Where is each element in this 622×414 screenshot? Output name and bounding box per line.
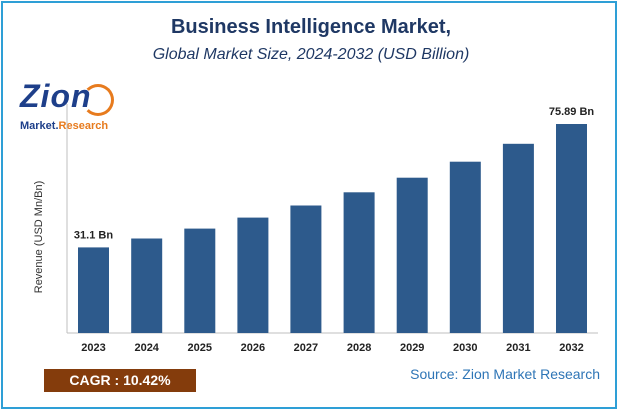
x-tick-label-2027: 2027 xyxy=(294,342,318,354)
bar-2031 xyxy=(502,143,534,333)
logo-tagline-part1: Market. xyxy=(20,120,59,132)
logo-tagline-part2: Research xyxy=(58,120,109,132)
x-tick-labels: 2023 2024 2025 2026 2027 2028 2029 2030 2031 2032 xyxy=(81,342,583,354)
data-labels: 31.1 Bn 75.89 Bn xyxy=(74,106,594,241)
data-label-2023: 31.1 Bn xyxy=(74,229,113,241)
bar-2030 xyxy=(449,161,481,333)
x-tick-label-2032: 2032 xyxy=(559,342,583,354)
bar-2026 xyxy=(237,217,269,333)
zion-logo: Zion Market.Research xyxy=(18,78,122,140)
x-tick-label-2024: 2024 xyxy=(134,342,159,354)
x-tick-label-2031: 2031 xyxy=(506,342,530,354)
logo-wordmark: Zion xyxy=(20,78,92,114)
bar-2025 xyxy=(184,228,216,333)
cagr-badge: CAGR : 10.42% xyxy=(44,369,196,392)
data-label-2032: 75.89 Bn xyxy=(549,106,595,118)
logo-ring-icon xyxy=(82,84,114,116)
x-tick-label-2028: 2028 xyxy=(347,342,371,354)
x-tick-label-2026: 2026 xyxy=(241,342,265,354)
y-axis-label: Revenue (USD Mn/Bn) xyxy=(33,181,45,294)
bar-2032 xyxy=(556,124,587,333)
x-tick-label-2023: 2023 xyxy=(81,342,105,354)
bar-2029 xyxy=(396,177,428,333)
chart-title: Business Intelligence Market, xyxy=(170,16,452,38)
bar-2024 xyxy=(131,238,163,333)
x-tick-label-2030: 2030 xyxy=(453,342,477,354)
bar-2027 xyxy=(290,205,322,333)
y-axis-label-group: Revenue (USD Mn/Bn) xyxy=(33,181,45,294)
x-tick-label-2025: 2025 xyxy=(188,342,212,354)
bars-group xyxy=(78,124,587,333)
chart-subtitle: Global Market Size, 2024-2032 (USD Billi… xyxy=(152,46,470,63)
x-tick-label-2029: 2029 xyxy=(400,342,424,354)
bar-2023 xyxy=(78,247,109,333)
bar-2028 xyxy=(343,192,375,333)
source-note: Source: Zion Market Research xyxy=(410,366,600,382)
logo-tagline: Market.Research xyxy=(20,120,108,132)
